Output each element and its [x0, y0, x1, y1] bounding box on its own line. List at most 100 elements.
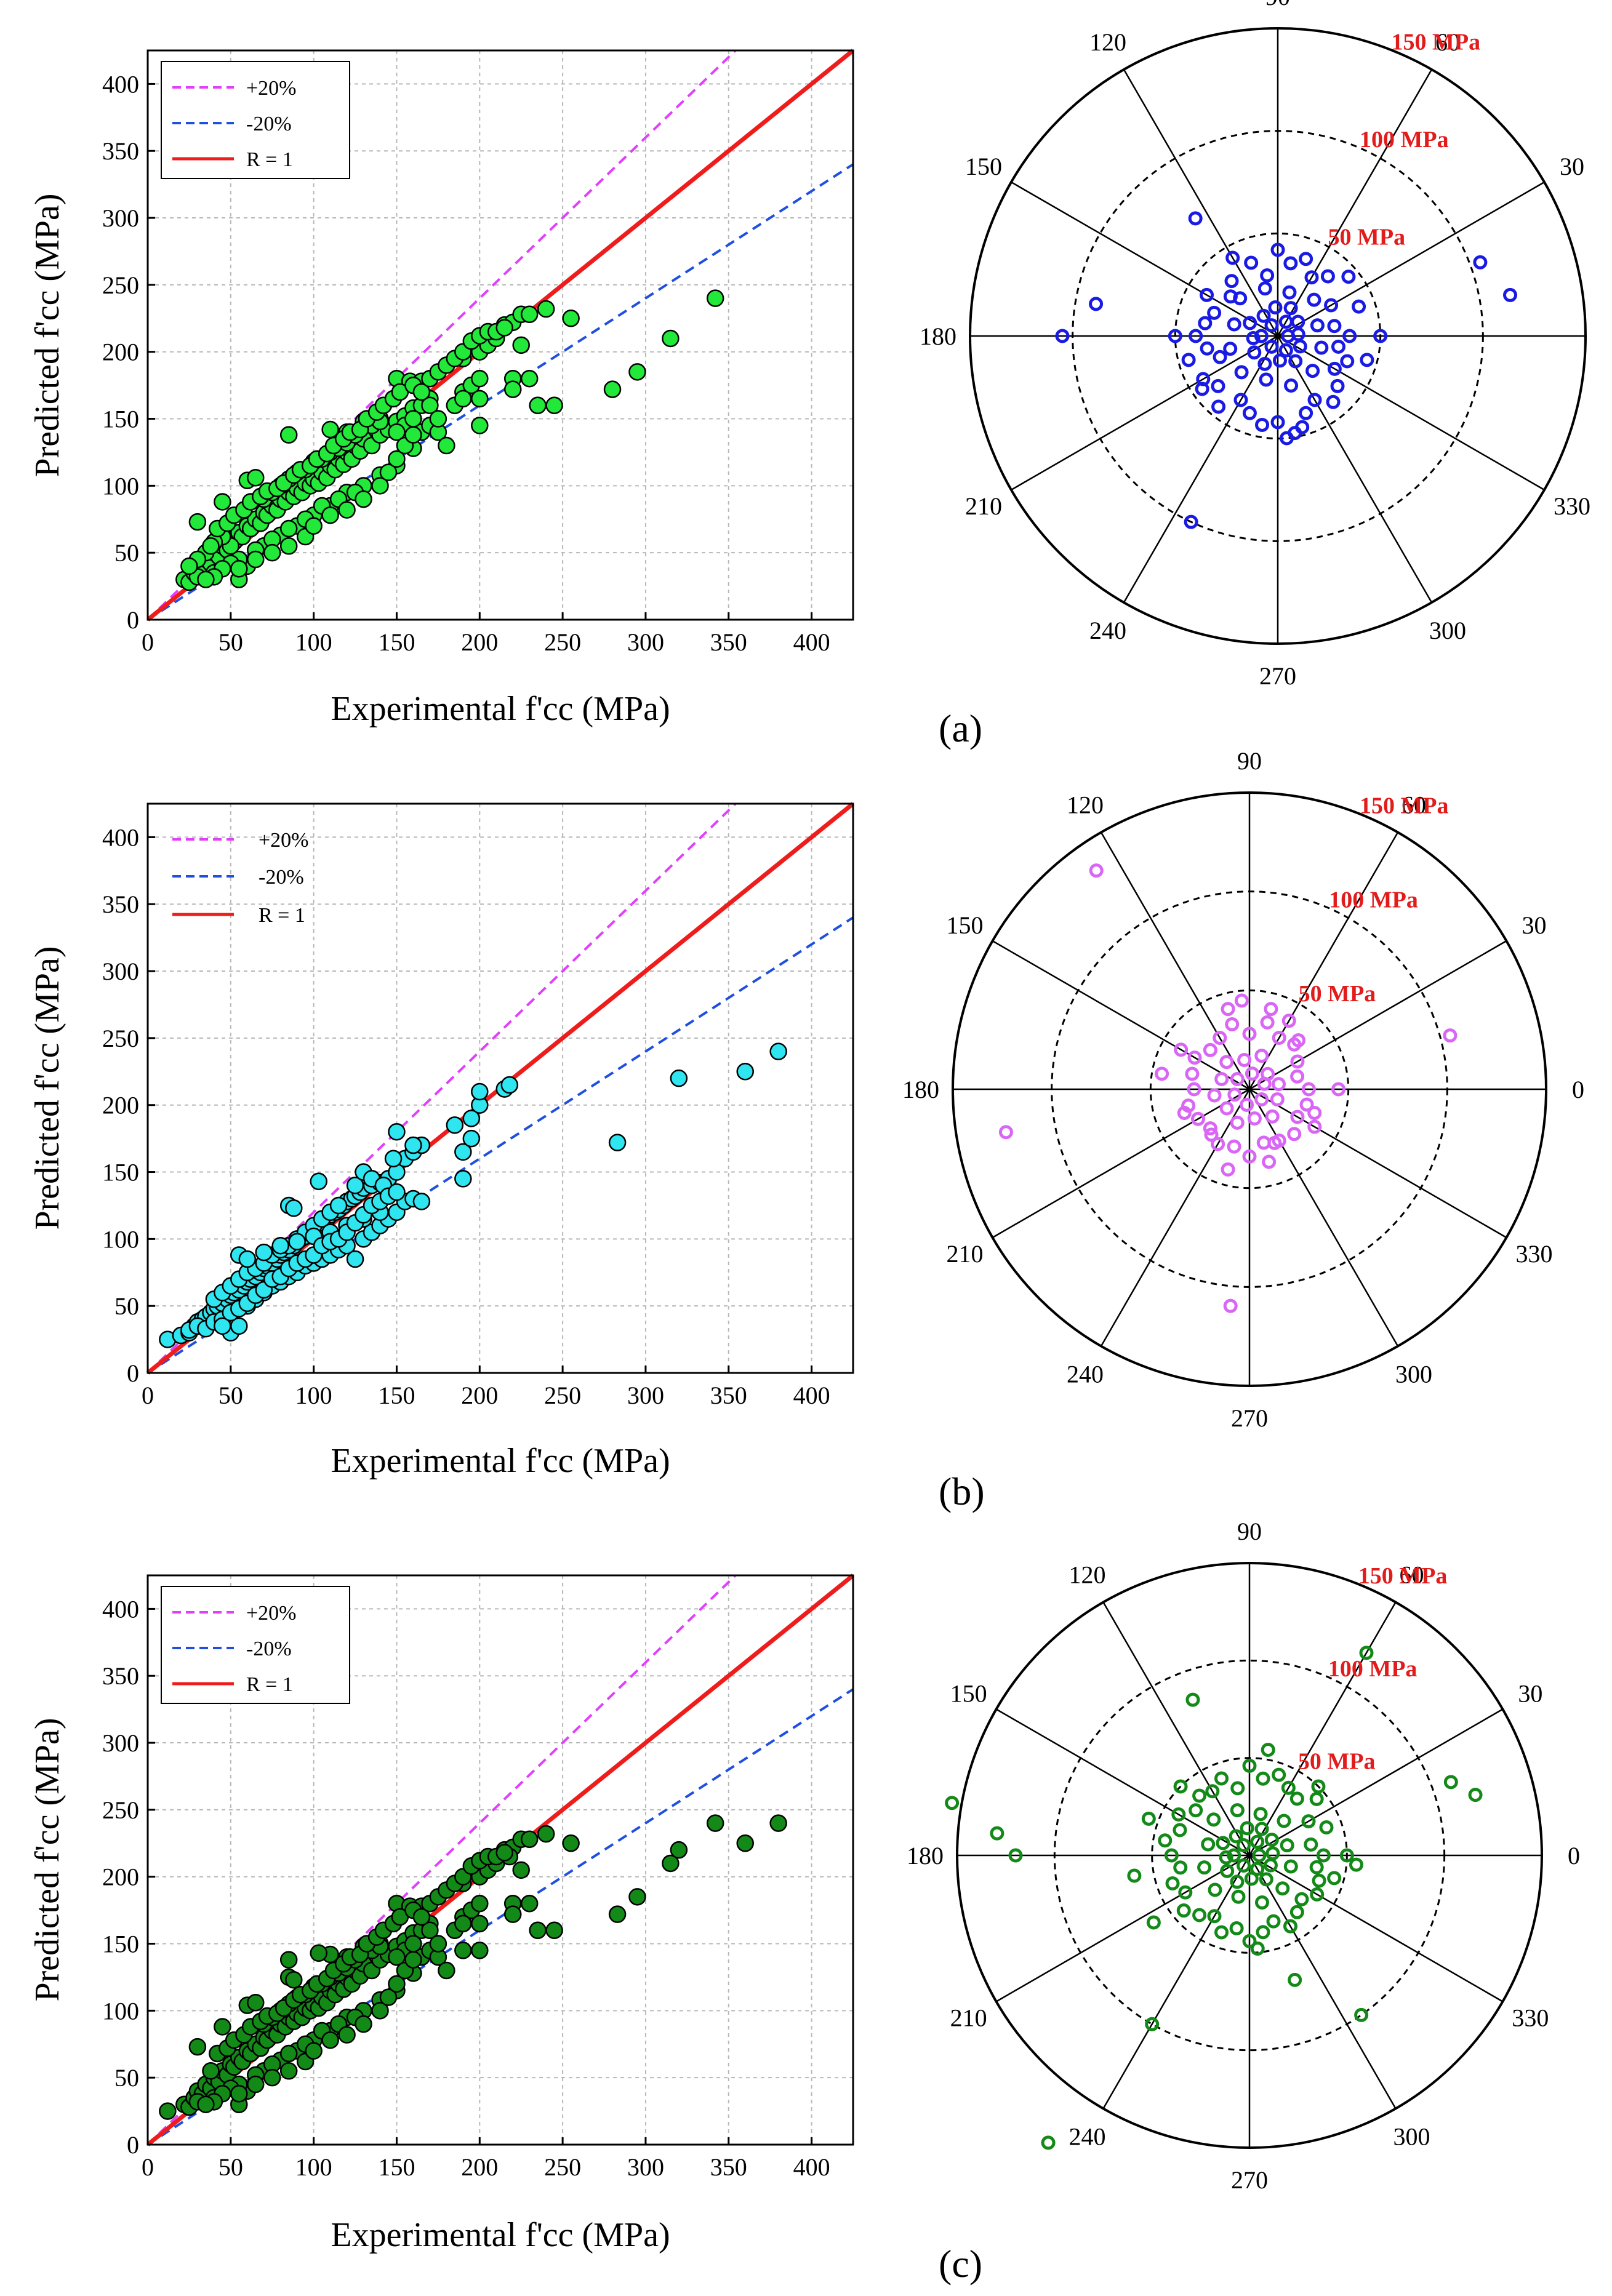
- polar-point-a-76: [1254, 329, 1269, 343]
- polar-point-c-63: [1197, 1860, 1212, 1875]
- polar-point-b-56: [1245, 1066, 1259, 1081]
- polar-radius-label-b-2: 150 MPa: [1360, 793, 1449, 819]
- polar-point-a-67: [1246, 330, 1261, 345]
- polar-spoke-a-2: [1277, 69, 1433, 337]
- ytick-label-b-2: 100: [102, 1225, 139, 1253]
- polar-spoke-a-1: [1277, 181, 1545, 337]
- polar-point-b-54: [1270, 1092, 1285, 1106]
- point-c-133: [263, 2068, 281, 2087]
- point-a-111: [429, 410, 447, 428]
- point-a-56: [279, 426, 298, 444]
- polar-point-b-46: [1237, 1053, 1252, 1068]
- point-b-130: [214, 1317, 231, 1335]
- xtick-label-a-3: 150: [378, 628, 415, 656]
- point-b-95: [285, 1199, 303, 1217]
- polar-point-c-18: [1164, 1848, 1179, 1863]
- xtick-label-b-7: 350: [710, 1382, 747, 1409]
- legend-label-r1-a: R = 1: [246, 148, 293, 171]
- point-b-90: [670, 1069, 688, 1087]
- polar-point-a-32: [1330, 378, 1345, 393]
- panel-label-c: (c): [939, 2242, 982, 2286]
- polar-point-c-77: [1230, 1874, 1245, 1889]
- polar-angle-label-b-3: 90: [1237, 747, 1262, 775]
- polar-angle-label-b-4: 120: [1067, 791, 1104, 819]
- polar-point-a-71: [1288, 354, 1303, 369]
- point-a-106: [706, 289, 724, 307]
- point-c-103: [545, 1921, 563, 1940]
- point-c-162: [454, 1942, 472, 1959]
- polar-point-a-69: [1257, 356, 1272, 371]
- xtick-label-a-2: 100: [295, 628, 332, 656]
- ytick-label-a-4: 200: [102, 338, 139, 366]
- polar-point-c-68: [1283, 1859, 1298, 1874]
- point-c-82: [438, 1961, 455, 1980]
- ytick-label-b-8: 400: [102, 823, 139, 851]
- polar-point-a-2: [1352, 299, 1366, 314]
- polar-angle-label-a-6: 180: [920, 322, 956, 350]
- xtick-label-a-8: 400: [793, 628, 830, 656]
- point-a-108: [454, 390, 472, 408]
- polar-spoke-c-5: [996, 1708, 1250, 1857]
- point-a-53: [214, 493, 231, 511]
- polar-spoke-c-2: [1248, 1602, 1397, 1856]
- polar-point-a-75: [1264, 318, 1279, 333]
- point-a-102: [545, 396, 563, 415]
- polar-point-c-27: [1242, 1934, 1257, 1948]
- polar-point-c-38: [1443, 1775, 1458, 1790]
- polar-point-c-17: [1158, 1833, 1173, 1848]
- polar-point-b-2: [1290, 1054, 1305, 1069]
- point-c-139: [355, 2015, 372, 2033]
- plot-frame-a: [146, 49, 854, 621]
- polar-point-b-11: [1185, 1066, 1200, 1081]
- scatter-panel-b: 0 50 100 150 200 250 300 350 400 0 50 100 150 200 250 3…: [28, 802, 855, 1480]
- y-axis-label-c: Predicted f'cc (MPa): [28, 1718, 66, 2001]
- point-b-91: [736, 1063, 754, 1081]
- polar-point-c-49: [1349, 1857, 1364, 1872]
- polar-point-a-35: [1331, 339, 1345, 354]
- polar-point-b-40: [1177, 1105, 1192, 1120]
- polar-spoke-a-7: [1011, 335, 1278, 491]
- polar-point-a-54: [1227, 317, 1241, 332]
- point-c-117: [388, 1948, 406, 1966]
- polar-point-a-73: [1281, 329, 1296, 343]
- polar-point-c-85: [1237, 1858, 1251, 1873]
- polar-point-c-23: [1192, 1908, 1207, 1922]
- data-points-a: [175, 289, 724, 591]
- point-a-97: [512, 336, 530, 354]
- point-c-114: [421, 1921, 439, 1940]
- polar-point-a-3: [1324, 298, 1339, 313]
- polar-point-c-48: [1250, 1941, 1265, 1956]
- polar-point-a-74: [1278, 314, 1293, 329]
- polar-spoke-b-10: [1248, 1089, 1399, 1347]
- polar-angle-label-a-1: 30: [1560, 153, 1584, 180]
- polar-point-a-40: [1473, 255, 1488, 270]
- scatter-panel-a: 0 50 100 150 200 250 300 350 400 0 50 100 150 200 250 3…: [28, 49, 855, 728]
- polar-point-b-27: [1223, 1298, 1238, 1313]
- polar-spoke-c-1: [1249, 1708, 1503, 1857]
- polar-point-a-39: [1089, 297, 1104, 311]
- x-axis-label-b: Experimental f'cc (MPa): [331, 1442, 670, 1480]
- point-c-53: [188, 2038, 207, 2056]
- polar-angle-label-b-5: 150: [947, 911, 984, 939]
- point-c-131: [230, 2085, 248, 2103]
- point-c-95: [520, 1830, 539, 1849]
- polar-point-b-50: [1219, 1101, 1234, 1116]
- point-c-137: [321, 2031, 339, 2049]
- point-a-95: [537, 300, 555, 318]
- polar-angle-label-a-11: 330: [1554, 492, 1590, 520]
- polar-point-c-39: [1468, 1788, 1483, 1802]
- polar-point-a-17: [1198, 316, 1213, 330]
- polar-point-b-53: [1265, 1109, 1280, 1124]
- polar-point-c-84: [1227, 1848, 1241, 1863]
- polar-point-a-72: [1293, 339, 1307, 354]
- point-a-85: [471, 369, 489, 388]
- polar-point-b-0: [1301, 1082, 1316, 1097]
- ytick-label-c-1: 50: [114, 2064, 139, 2092]
- y-axis-label-a: Predicted f'cc (MPa): [28, 193, 66, 477]
- polar-point-b-51: [1230, 1115, 1245, 1130]
- polar-point-c-64: [1208, 1882, 1222, 1897]
- polar-point-a-31: [1326, 394, 1341, 409]
- polar-point-c-79: [1259, 1872, 1273, 1887]
- polar-point-b-48: [1214, 1072, 1229, 1087]
